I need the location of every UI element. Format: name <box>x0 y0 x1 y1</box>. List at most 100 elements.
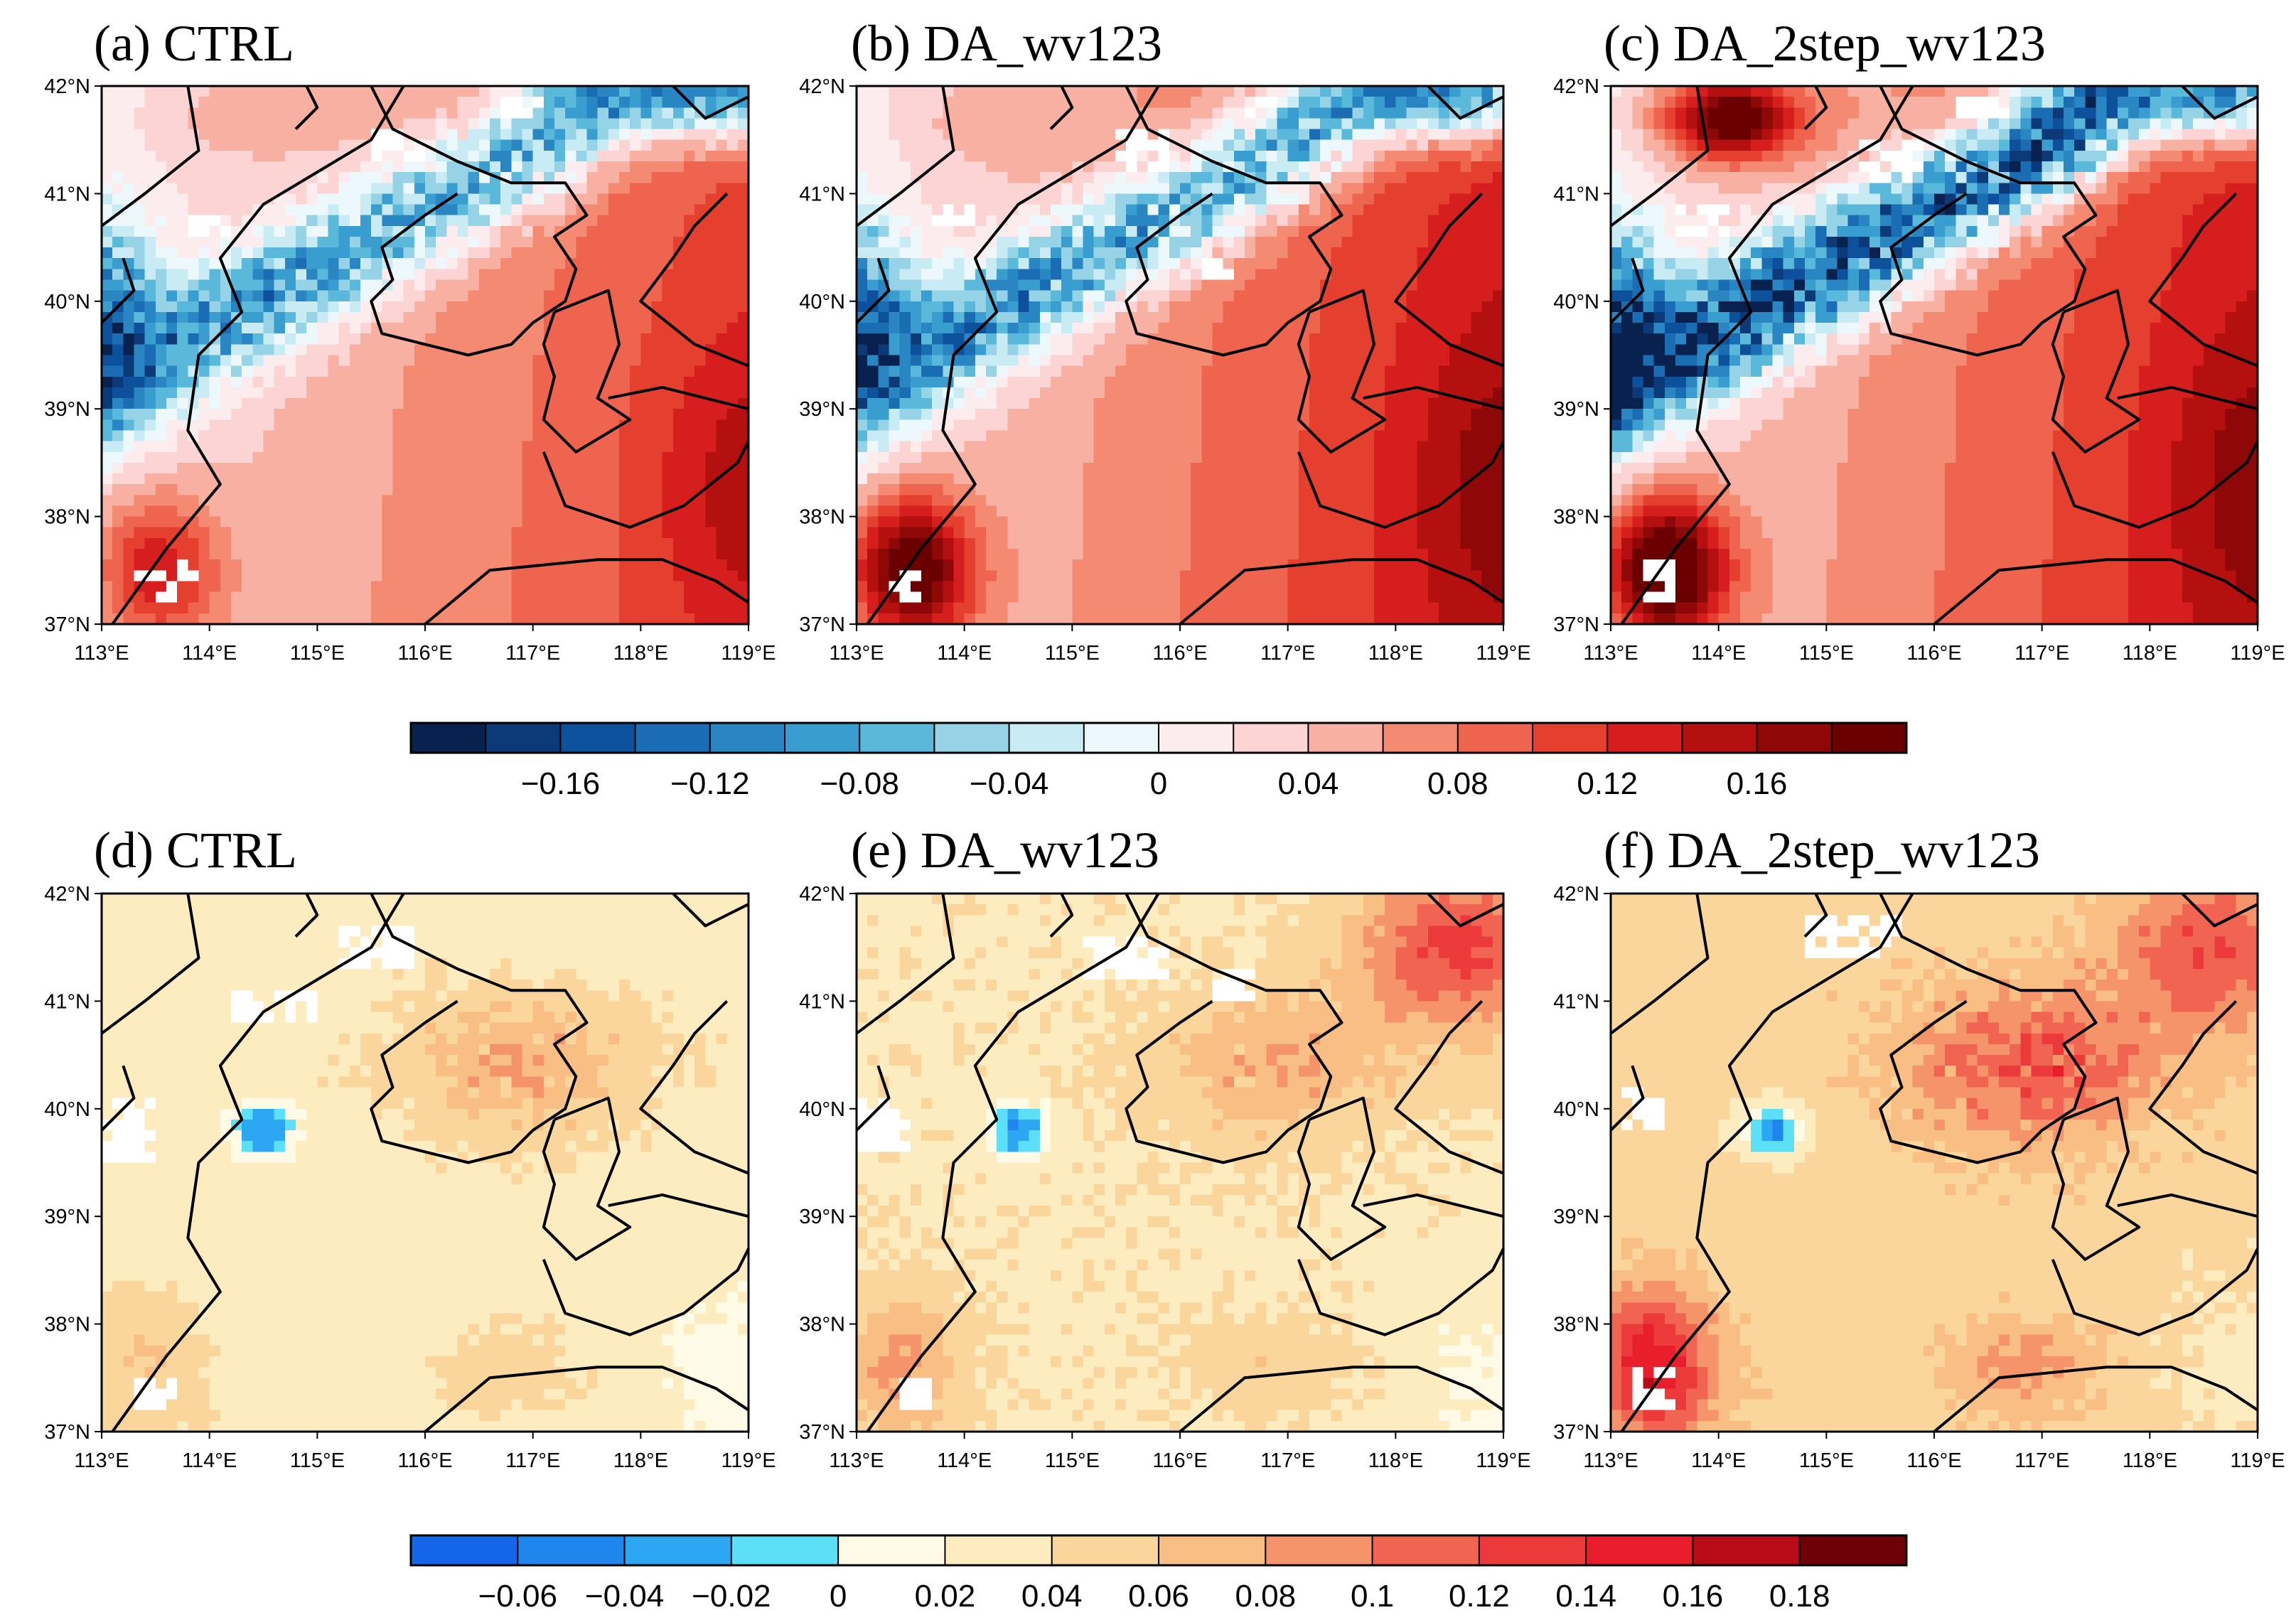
map-cell <box>328 86 340 97</box>
map-cell <box>264 215 275 227</box>
map-cell <box>587 495 599 506</box>
map-cell <box>177 603 188 614</box>
map-cell <box>436 86 447 97</box>
map-cell <box>166 107 178 119</box>
map-cell <box>1395 86 1407 97</box>
map-cell <box>360 592 372 604</box>
map-cell <box>414 517 426 528</box>
map-cell <box>1482 151 1493 162</box>
map-cell <box>522 387 534 399</box>
map-cell <box>554 193 566 205</box>
map-cell <box>943 183 954 194</box>
map-cell <box>285 463 296 474</box>
map-cell <box>123 398 134 409</box>
map-cell <box>404 172 415 183</box>
map-cell <box>231 161 242 173</box>
map-cell <box>479 97 490 108</box>
map-cell <box>522 301 534 313</box>
map-cell <box>371 269 382 280</box>
map-cell <box>630 527 641 539</box>
map-cell <box>965 151 976 162</box>
map-cell <box>1449 140 1461 151</box>
map-cell <box>156 269 167 280</box>
map-cell <box>317 247 328 259</box>
map-cell <box>1040 129 1051 141</box>
map-cell <box>1428 140 1439 151</box>
map-cell <box>242 419 253 431</box>
map-cell <box>231 581 242 592</box>
map-cell <box>673 301 685 313</box>
map-cell <box>188 269 199 280</box>
map-cell <box>134 280 146 291</box>
map-cell <box>1439 151 1450 162</box>
map-cell <box>738 118 749 129</box>
map-cell <box>587 215 599 227</box>
map-cell <box>1007 86 1019 97</box>
map-cell <box>328 301 340 313</box>
map-cell <box>1449 151 1461 162</box>
map-cell <box>932 107 943 119</box>
map-cell <box>684 280 695 291</box>
map-cell <box>296 441 307 453</box>
map-cell <box>738 463 749 474</box>
map-cell <box>220 205 232 216</box>
map-cell <box>425 581 436 592</box>
map-cell <box>134 129 146 141</box>
map-cell <box>199 592 210 604</box>
map-cell <box>285 86 296 97</box>
map-cell <box>134 301 146 313</box>
map-cell <box>134 484 146 495</box>
map-cell <box>414 86 426 97</box>
map-cell <box>425 473 436 485</box>
map-cell <box>1353 86 1364 97</box>
map-cell <box>156 344 167 355</box>
map-cell <box>727 603 739 614</box>
map-cell <box>371 344 382 355</box>
map-cell <box>1277 118 1289 129</box>
map-cell <box>598 505 609 517</box>
map-cell <box>371 559 382 571</box>
map-cell <box>705 151 717 162</box>
map-cell <box>662 237 674 248</box>
map-cell <box>123 377 134 388</box>
map-cell <box>1353 107 1364 119</box>
map-cell <box>587 129 599 141</box>
map-cell <box>1449 172 1461 183</box>
map-cell <box>479 581 490 592</box>
map-cell <box>619 441 631 453</box>
map-cell <box>576 570 587 581</box>
map-cell <box>145 505 156 517</box>
map-cell <box>425 291 436 302</box>
map-cell <box>490 247 501 259</box>
map-cell <box>382 193 393 205</box>
map-cell <box>727 226 739 237</box>
map-cell <box>350 527 361 539</box>
map-cell <box>102 549 113 560</box>
map-cell <box>264 570 275 581</box>
map-cell <box>1417 161 1429 173</box>
map-cell <box>404 452 415 463</box>
map-cell <box>652 441 663 453</box>
map-cell <box>166 463 178 474</box>
map-cell <box>522 495 534 506</box>
map-cell <box>102 430 113 441</box>
map-cell <box>576 151 587 162</box>
map-cell <box>102 505 113 517</box>
map-cell <box>608 247 620 259</box>
map-cell <box>738 484 749 495</box>
map-cell <box>630 269 641 280</box>
map-cell <box>511 344 522 355</box>
map-cell <box>177 258 188 269</box>
map-cell <box>393 151 404 162</box>
map-cell <box>1320 161 1331 173</box>
map-cell <box>145 140 156 151</box>
map-cell <box>587 301 599 313</box>
map-cell <box>199 107 210 119</box>
map-cell <box>458 387 469 399</box>
map-cell <box>123 581 134 592</box>
map-cell <box>360 333 372 345</box>
map-cell <box>166 237 178 248</box>
map-cell <box>458 409 469 420</box>
map-cell <box>705 226 717 237</box>
map-cell <box>565 592 576 604</box>
